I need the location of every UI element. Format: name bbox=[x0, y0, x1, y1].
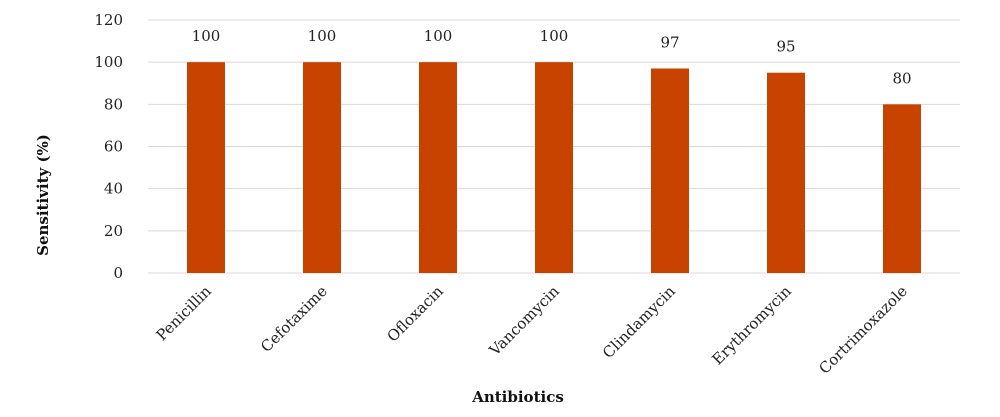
x-category-label-erythromycin: Erythromycin bbox=[709, 282, 796, 369]
y-tick-label-100: 100 bbox=[94, 53, 123, 71]
bar-vancomycin bbox=[535, 62, 573, 273]
x-category-label-clindamycin: Clindamycin bbox=[599, 282, 679, 362]
x-category-label-cortrimoxazole: Cortrimoxazole bbox=[815, 282, 911, 378]
y-tick-label-0: 0 bbox=[113, 264, 123, 282]
bars bbox=[187, 62, 921, 273]
y-tick-label-40: 40 bbox=[104, 180, 123, 198]
y-tick-label-120: 120 bbox=[94, 11, 123, 29]
data-label-ofloxacin: 100 bbox=[424, 27, 453, 45]
y-tick-label-60: 60 bbox=[104, 138, 123, 156]
data-label-cefotaxime: 100 bbox=[308, 27, 337, 45]
data-labels: 100 100 100 100 97 95 80 bbox=[192, 27, 912, 87]
bar-cefotaxime bbox=[303, 62, 341, 273]
bar-ofloxacin bbox=[419, 62, 457, 273]
data-label-penicillin: 100 bbox=[192, 27, 221, 45]
bar-cortrimoxazole bbox=[883, 104, 921, 273]
x-category-label-vancomycin: Vancomycin bbox=[485, 282, 563, 360]
x-category-label-cefotaxime: Cefotaxime bbox=[257, 282, 331, 356]
y-axis-tick-labels: 0 20 40 60 80 100 120 bbox=[94, 11, 123, 282]
x-axis-category-labels: Penicillin Cefotaxime Ofloxacin Vancomycin C… bbox=[153, 282, 911, 378]
data-label-vancomycin: 100 bbox=[540, 27, 569, 45]
y-tick-label-80: 80 bbox=[104, 95, 123, 113]
data-label-cortrimoxazole: 80 bbox=[892, 69, 911, 87]
bar-penicillin bbox=[187, 62, 225, 273]
bar-erythromycin bbox=[767, 72, 805, 273]
y-tick-label-20: 20 bbox=[104, 222, 123, 240]
data-label-erythromycin: 95 bbox=[776, 38, 795, 56]
x-axis-title: Antibiotics bbox=[471, 388, 564, 406]
x-category-label-penicillin: Penicillin bbox=[153, 282, 215, 344]
data-label-clindamycin: 97 bbox=[660, 33, 679, 51]
bar-clindamycin bbox=[651, 68, 689, 273]
x-category-label-ofloxacin: Ofloxacin bbox=[383, 282, 447, 346]
y-axis-title: Sensitivity (%) bbox=[34, 134, 52, 256]
